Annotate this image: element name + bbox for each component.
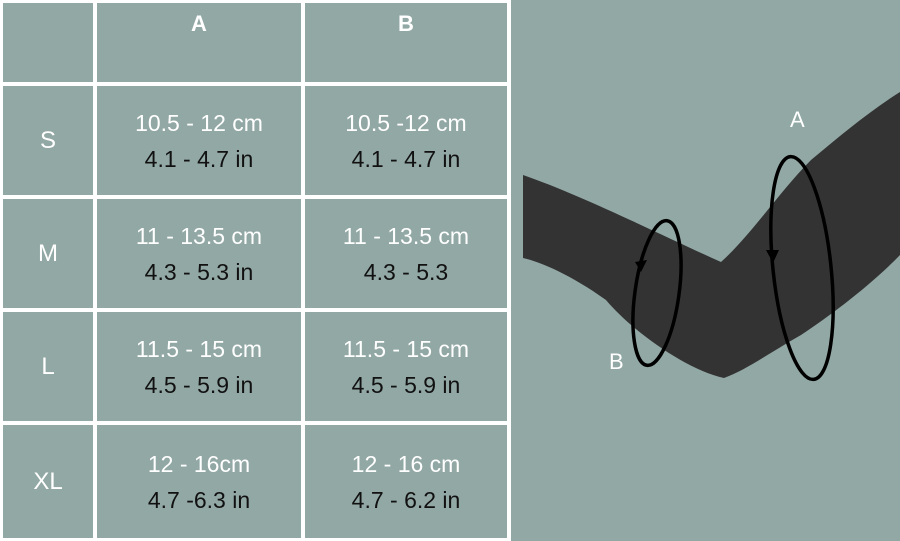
- corner-cell: [3, 3, 93, 82]
- size-label-m: M: [3, 199, 93, 308]
- cm-range: 11.5 - 15 cm: [135, 335, 263, 362]
- measurement-cell-a-l: 11.5 - 15 cm 4.5 - 5.9 in: [97, 312, 301, 421]
- measurement-cell-a-s: 10.5 - 12 cm 4.1 - 4.7 in: [97, 86, 301, 195]
- inch-range: 4.7 - 6.2 in: [351, 486, 461, 513]
- label-a: A: [790, 107, 805, 132]
- arm-illustration: A B: [523, 92, 900, 382]
- cm-range: 11 - 13.5 cm: [135, 222, 263, 249]
- measure-loop-a: [769, 154, 835, 382]
- cm-range: 11.5 - 15 cm: [342, 335, 470, 362]
- arrow-a-icon: [766, 250, 779, 263]
- measurement-diagram: A B: [511, 0, 900, 541]
- measurement-cell-a-xl: 12 - 16cm 4.7 -6.3 in: [97, 425, 301, 538]
- label-b: B: [609, 349, 624, 374]
- size-label-xl: XL: [3, 425, 93, 538]
- arrow-b-icon: [635, 260, 647, 272]
- cm-range: 12 - 16cm: [147, 450, 251, 477]
- inch-range: 4.3 - 5.3 in: [144, 258, 254, 285]
- measurement-cell-b-xl: 12 - 16 cm 4.7 - 6.2 in: [305, 425, 507, 538]
- arm-shape: [523, 92, 900, 378]
- inch-range: 4.1 - 4.7 in: [144, 145, 254, 172]
- inch-range: 4.1 - 4.7 in: [351, 145, 461, 172]
- inch-range: 4.3 - 5.3: [363, 258, 449, 285]
- measurement-cell-b-m: 11 - 13.5 cm 4.3 - 5.3: [305, 199, 507, 308]
- cm-range: 11 - 13.5 cm: [342, 222, 470, 249]
- inch-range: 4.5 - 5.9 in: [351, 371, 461, 398]
- column-header-b: B: [305, 3, 507, 82]
- measurement-cell-b-s: 10.5 -12 cm 4.1 - 4.7 in: [305, 86, 507, 195]
- measurement-cell-a-m: 11 - 13.5 cm 4.3 - 5.3 in: [97, 199, 301, 308]
- inch-range: 4.5 - 5.9 in: [144, 371, 254, 398]
- size-label-l: L: [3, 312, 93, 421]
- cm-range: 12 - 16 cm: [351, 450, 461, 477]
- cm-range: 10.5 - 12 cm: [135, 109, 263, 136]
- cm-range: 10.5 -12 cm: [345, 109, 467, 136]
- size-label-s: S: [3, 86, 93, 195]
- column-header-a: A: [97, 3, 301, 82]
- inch-range: 4.7 -6.3 in: [147, 486, 251, 513]
- measure-loop-b: [631, 218, 683, 368]
- size-table: A B S 10.5 - 12 cm 4.1 - 4.7 in 10.5 -12…: [3, 3, 507, 538]
- measurement-cell-b-l: 11.5 - 15 cm 4.5 - 5.9 in: [305, 312, 507, 421]
